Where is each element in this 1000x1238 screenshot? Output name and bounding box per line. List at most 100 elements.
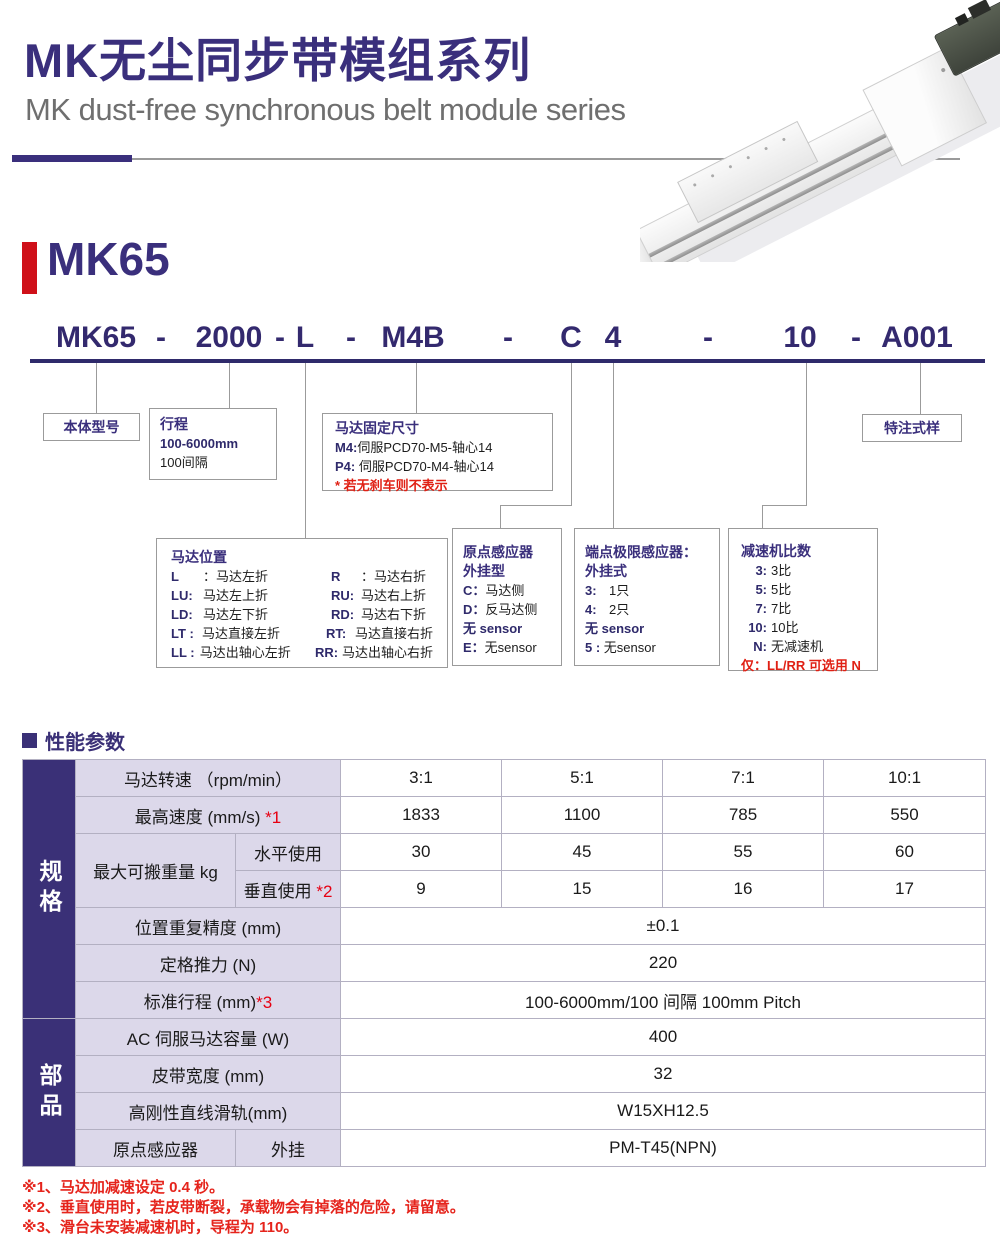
table-row: 高刚性直线滑轨(mm) W15XH12.5 [23,1092,986,1130]
cell-value: 3:1 [340,759,502,797]
code-segment-model: MK65 [55,321,137,354]
callout-stroke: 行程 100-6000mm 100间隔 [149,408,277,480]
row-label: 原点感应器 [75,1129,236,1167]
connector-line [920,363,921,414]
sensor-option: E：无sensor [463,640,537,655]
spec-table: 规格 马达转速 （rpm/min） 3:1 5:1 7:1 10:1 最高速度 … [22,759,986,1167]
cell-value: 10:1 [823,759,986,797]
connector-line [305,363,306,538]
callout-title: 马达位置 [171,549,227,565]
table-row: 最高速度 (mm/s) *1 1833 1100 785 550 [23,796,986,834]
code-dash: - [275,321,285,354]
callout-reducer: 减速机比数 3: 3比 5: 5比 7: 7比 10: 10比 N: 无减速机 仅：LL/… [728,528,878,673]
row-sublabel: 外挂 [235,1129,341,1167]
code-segment-special: A001 [881,321,953,354]
table-row: 定格推力 (N) 220 [23,944,986,982]
row-sublabel: 水平使用 [235,833,341,871]
linear-actuator-illustration [640,0,1000,262]
motor-connector [954,13,969,27]
cell-value: 550 [823,796,986,834]
callout-limit-sensor: 端点极限感应器： 外挂式 3: 1只 4: 2只 无 sensor 5 : 无sen… [574,528,720,666]
cell-value: 17 [823,870,986,908]
connector-line [416,363,417,413]
code-dash: - [156,321,166,354]
table-row: 最大可搬重量 kg 水平使用 30 45 55 60 [23,833,986,908]
sensor-option: D：反马达侧 [463,602,538,617]
section-bullet-icon [22,733,37,748]
motor-position-option-row: LD: 马达左下折 RD: 马达右下折 [171,607,427,622]
product-image [640,0,1000,262]
row-label: 标准行程 (mm)*3 [75,981,341,1019]
reducer-option: 7: 7比 [755,601,792,616]
cell-value: 60 [823,833,986,871]
code-segment-reducer: 10 [783,321,817,354]
table-row: 位置重复精度 (mm) ±0.1 [23,907,986,945]
sensor-option: 3: 1只 [585,583,630,598]
group-band-parts: 部品 [22,1018,76,1167]
table-row: 垂直使用 *2 9 15 16 17 [23,870,986,908]
callout-title: 本体型号 [63,418,120,435]
connector-line [571,363,572,505]
cell-value: 16 [662,870,824,908]
footnote-1: ※1、马达加减速设定 0.4 秒。 [22,1179,225,1196]
sensor-option: C：马达侧 [463,583,525,598]
connector-line [229,363,230,408]
footnote-3: ※3、滑台未安装减速机时，导程为 110。 [22,1219,299,1236]
connector-line [762,505,763,528]
callout-title: 减速机比数 [741,543,811,559]
model-heading: MK65 [47,233,170,285]
callout-body-model: 本体型号 [43,413,140,441]
code-dash: - [503,321,513,354]
code-segment-stroke: 2000 [195,321,263,354]
stroke-range: 100-6000mm [160,436,239,451]
reducer-note: 仅：LL/RR 可选用 N [741,658,861,673]
cell-value: 100-6000mm/100 间隔 100mm Pitch [340,981,986,1019]
cell-value: ±0.1 [340,907,986,945]
callout-motor-position: 马达位置 L ：马达左折 R ：马达右折 LU: 马达左上折 RU: 马达右上折 LD: 马达… [156,538,448,668]
callout-title: 马达固定尺寸 [335,420,419,436]
cell-value: 32 [340,1055,986,1093]
header-divider-line [132,158,960,160]
header-divider-accent [12,155,132,162]
reducer-option: 5: 5比 [755,582,792,597]
row-label: 定格推力 (N) [75,944,341,982]
connector-line [613,363,614,528]
table-row: 规格 马达转速 （rpm/min） 3:1 5:1 7:1 10:1 [22,759,986,1019]
sensor-none-label: 无 sensor [585,621,645,636]
reducer-option: 10: 10比 [748,620,799,635]
red-accent-bar [22,242,37,294]
group-band-spec: 规格 [22,759,76,1019]
table-row: 部品 AC 伺服马达容量 (W) 400 [22,1018,986,1167]
code-segment-motor-position: L [295,321,315,354]
cell-value: 1833 [340,796,502,834]
reducer-option: 3: 3比 [755,563,792,578]
footnote-2: ※2、垂直使用时，若皮带断裂，承载物会有掉落的危险，请留意。 [22,1199,465,1216]
stroke-step: 100间隔 [160,455,208,470]
code-dash: - [703,321,713,354]
cell-value: 5:1 [501,759,663,797]
cell-value: 30 [340,833,502,871]
table-row: 原点感应器 外挂 PM-T45(NPN) [23,1129,986,1167]
sensor-option: 4: 2只 [585,602,630,617]
cell-value: 400 [340,1018,986,1056]
cell-value: PM-T45(NPN) [340,1129,986,1167]
callout-special: 特注式样 [862,414,962,442]
cell-value: 7:1 [662,759,824,797]
cell-value: 220 [340,944,986,982]
code-baseline [30,359,985,363]
callout-title: 原点感应器 [463,544,533,560]
spec-section-heading: 性能参数 [45,732,125,754]
row-label: 高刚性直线滑轨(mm) [75,1092,341,1130]
connector-line [500,505,572,506]
motor-connector [967,0,992,19]
motor-position-option-row: LT : 马达直接左折 RT: 马达直接右折 [171,626,433,641]
code-segment-motor-mount: M4B [381,321,445,354]
connector-line [500,505,501,528]
table-row: 皮带宽度 (mm) 32 [23,1055,986,1093]
mount-option: P4: 伺服PCD70-M4-轴心14 [335,459,494,474]
callout-title: 端点极限感应器： [585,544,697,560]
connector-line [806,363,807,505]
callout-title: 行程 [160,416,188,432]
table-row: 标准行程 (mm)*3 100-6000mm/100 间隔 100mm Pitc… [23,981,986,1019]
